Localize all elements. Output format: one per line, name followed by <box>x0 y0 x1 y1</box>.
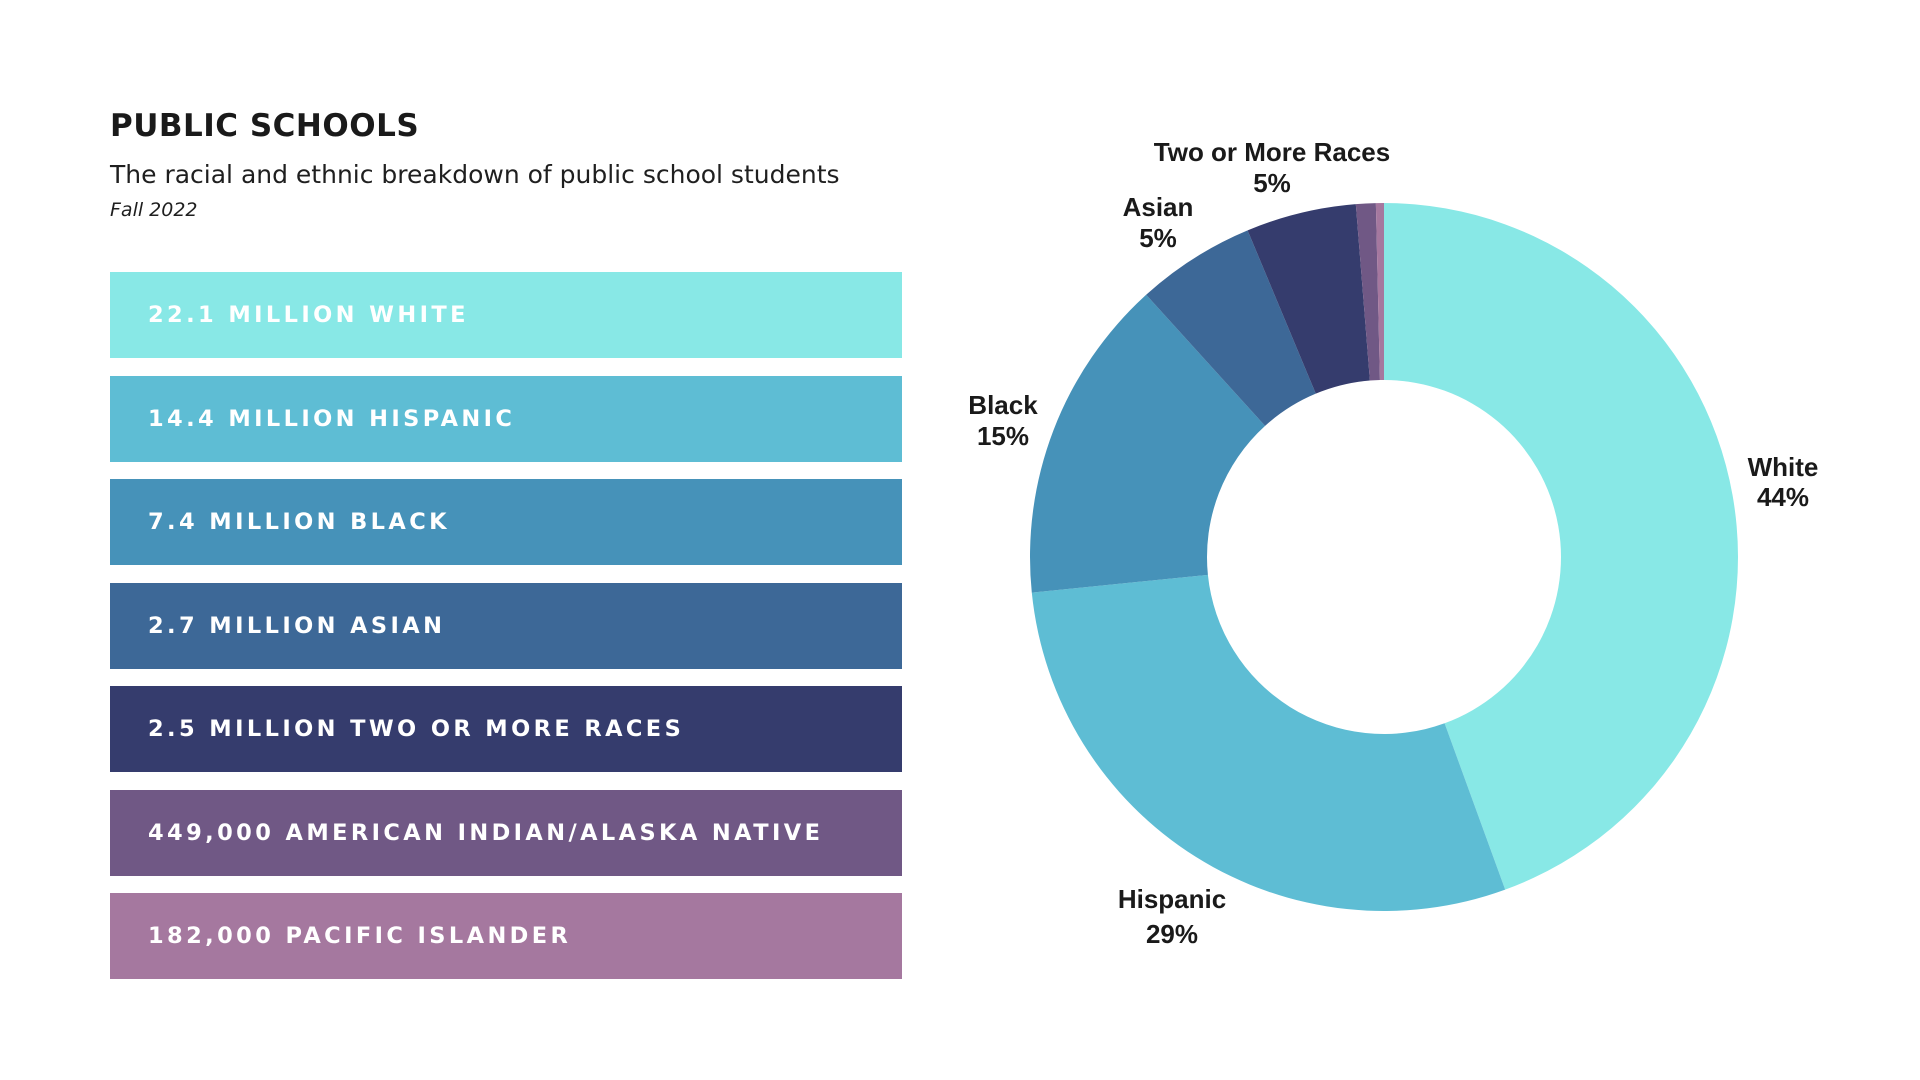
slice-label-percent: 5% <box>1253 168 1291 198</box>
slice-label-percent: 15% <box>977 421 1029 451</box>
legend-bar-7: 182,000 PACIFIC ISLANDER <box>110 893 902 979</box>
legend-bar-label: 22.1 MILLION WHITE <box>148 302 469 328</box>
slice-label-percent: 29% <box>1146 919 1198 949</box>
legend-bar-3: 7.4 MILLION BLACK <box>110 479 902 565</box>
legend-bar-label: 14.4 MILLION HISPANIC <box>148 405 516 432</box>
donut-slice-asian <box>1146 230 1316 426</box>
slice-label-name: Hispanic <box>1118 884 1226 914</box>
legend-bar-1: 22.1 MILLION WHITE <box>110 272 902 358</box>
donut-slice-hispanic <box>1031 574 1506 911</box>
donut-slice-black <box>1030 294 1266 593</box>
legend-bar-2: 14.4 MILLION HISPANIC <box>110 375 902 462</box>
legend-bar-label: 2.7 MILLION ASIAN <box>148 612 446 639</box>
page-subtitle: The racial and ethnic breakdown of publi… <box>110 160 840 189</box>
donut-slice-pacific-islander <box>1375 203 1384 381</box>
slice-label-name: Asian <box>1123 192 1194 222</box>
legend: 22.1 MILLION WHITE 14.4 MILLION HISPANIC 7… <box>110 272 902 997</box>
legend-bar-5: 2.5 MILLION TWO OR MORE RACES <box>110 686 902 772</box>
page-title: PUBLIC SCHOOLS <box>110 108 420 144</box>
donut-slice-two-or-more-races <box>1247 204 1370 394</box>
legend-bar-4: 2.7 MILLION ASIAN <box>110 582 902 669</box>
legend-bar-label: 7.4 MILLION BLACK <box>148 509 450 535</box>
legend-bar-label: 182,000 PACIFIC ISLANDER <box>148 923 572 949</box>
slice-label-name: White <box>1748 452 1819 482</box>
slice-label-percent: 44% <box>1757 482 1809 512</box>
legend-bar-6: 449,000 AMERICAN INDIAN/ALASKA NATIVE <box>110 789 902 876</box>
slice-label-percent: 5% <box>1139 223 1177 253</box>
donut-slice-american-indian-alaska-native <box>1355 203 1380 381</box>
donut-slice-white <box>1384 203 1738 890</box>
legend-bar-label: 449,000 AMERICAN INDIAN/ALASKA NATIVE <box>148 819 824 846</box>
slice-label-name: Black <box>968 390 1038 420</box>
legend-bar-label: 2.5 MILLION TWO OR MORE RACES <box>148 716 685 742</box>
date-label: Fall 2022 <box>110 199 198 221</box>
slice-label-name: Two or More Races <box>1154 137 1390 167</box>
